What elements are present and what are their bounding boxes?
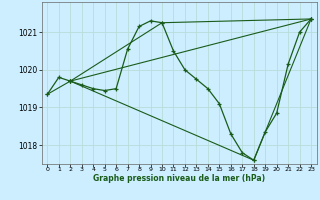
X-axis label: Graphe pression niveau de la mer (hPa): Graphe pression niveau de la mer (hPa) bbox=[93, 174, 265, 183]
